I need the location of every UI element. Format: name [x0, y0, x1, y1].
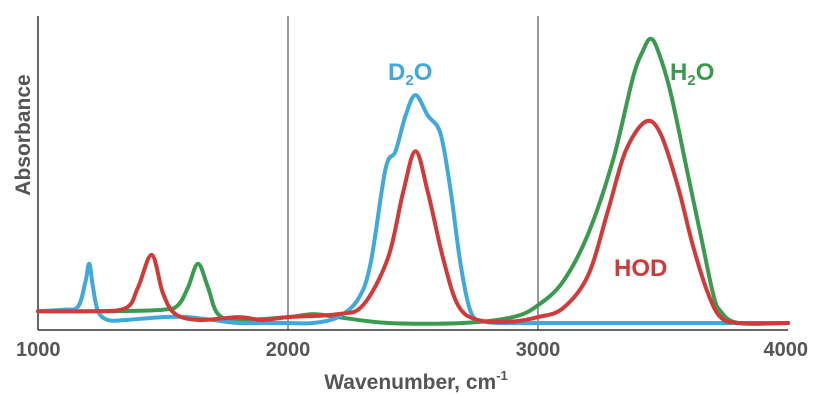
- series-label-hod: HOD: [614, 255, 667, 282]
- x-tick-labels: 1000 2000 3000 4000: [16, 339, 808, 361]
- series-line-h2o: [36, 36, 790, 326]
- x-tick-label-4000: 4000: [764, 339, 809, 361]
- x-axis-label: Wavenumber, cm-1: [324, 368, 508, 394]
- grid-lines: [287, 16, 539, 330]
- axes: [37, 16, 788, 331]
- series-label-d2o: D2O: [388, 59, 432, 89]
- x-tick-label-2000: 2000: [266, 339, 311, 361]
- series-label-h2o: H2O: [670, 59, 714, 89]
- x-tick-label-3000: 3000: [516, 339, 561, 361]
- series-layer: [36, 36, 790, 326]
- series-line-d2o: [36, 93, 790, 326]
- series-line-hod: [36, 118, 790, 326]
- y-axis-label: Absorbance: [12, 74, 35, 195]
- x-tick-label-1000: 1000: [16, 339, 61, 361]
